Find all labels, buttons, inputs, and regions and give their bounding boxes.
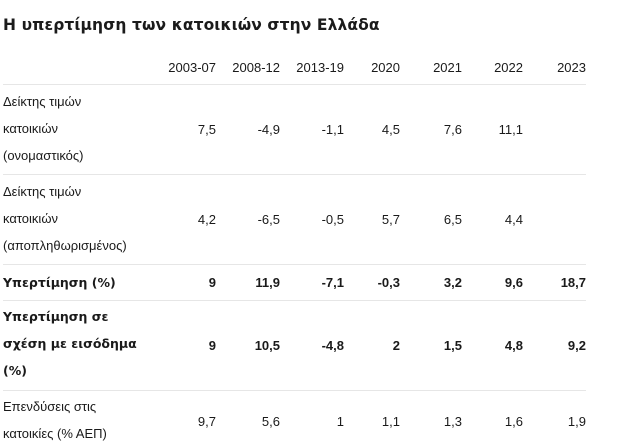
cell-value: 9,6 (462, 264, 523, 301)
cell-value: -4,8 (280, 300, 344, 391)
table-title: Η υπερτίμηση των κατοικιών στην Ελλάδα (3, 16, 380, 34)
cell-value: 1,6 (504, 414, 523, 429)
column-header-2021: 2021 (400, 50, 462, 85)
cell-value: 1 (336, 414, 344, 429)
cell-value: 18,7 (523, 264, 586, 301)
column-header-2023: 2023 (523, 50, 586, 85)
row-label: Δείκτης τιμών κατοικιών (ονομαστικός) (3, 84, 156, 175)
cell-value (523, 84, 586, 175)
cell-value: 11,1 (462, 84, 523, 175)
cell-value: 1,9 (567, 414, 586, 429)
cell-value: 1,5 (400, 300, 462, 391)
column-header-2022: 2022 (462, 50, 523, 85)
cell-value: 9 (156, 300, 216, 391)
cell-value: -1,1 (280, 84, 344, 175)
row-label-text: Υπερτίμηση (%) (3, 275, 116, 290)
row-label-text: Δείκτης τιμών κατοικιών (αποπληθωρισμένο… (3, 184, 127, 253)
cell-value: 9,2 (523, 300, 586, 391)
cell-value: -0,5 (280, 174, 344, 265)
cell-value: -6,5 (216, 174, 280, 265)
cell-value: 3,2 (400, 264, 462, 301)
cell-value: -0,3 (344, 264, 400, 301)
cell-value: -4,9 (216, 84, 280, 175)
cell-value: 4,2 (156, 174, 216, 265)
cell-value: 9,7 (197, 414, 216, 429)
cell-value: 1,3 (443, 414, 462, 429)
row-label: Υπερτίμηση (%) (3, 264, 156, 301)
cell-value: 2 (344, 300, 400, 391)
cell-value: 7,5 (156, 84, 216, 175)
row-label: Δείκτης τιμών κατοικιών (αποπληθωρισμένο… (3, 174, 156, 265)
housing-overvaluation-table: 2003-07 2008-12 2013-19 2020 2021 2022 2… (3, 50, 586, 441)
header-row: 2003-07 2008-12 2013-19 2020 2021 2022 2… (3, 50, 586, 85)
cell-value: 7,6 (400, 84, 462, 175)
column-header-2013-19: 2013-19 (280, 50, 344, 85)
column-header-label (3, 50, 156, 85)
cell-value: 6,5 (400, 174, 462, 265)
cell-value (523, 174, 586, 265)
column-header-2003-07: 2003-07 (156, 50, 216, 85)
cell-value: 4,8 (462, 300, 523, 391)
cell-value: 9 (156, 264, 216, 301)
cell-value: -7,1 (280, 264, 344, 301)
row-label-text: Επενδύσεις στις κατοικίες (% ΑΕΠ) (3, 399, 107, 441)
row-label-text: Υπερτίμηση σε σχέση με εισόδημα (%) (3, 309, 137, 378)
cell-value: 11,9 (216, 264, 280, 301)
row-label: Υπερτίμηση σε σχέση με εισόδημα (%) (3, 300, 156, 391)
table-row-overvaluation: Υπερτίμηση (%) 9 11,9 -7,1 -0,3 3,2 9,6 … (3, 264, 586, 301)
cell-value: 5,7 (344, 174, 400, 265)
row-label-text: Δείκτης τιμών κατοικιών (ονομαστικός) (3, 94, 84, 163)
table-row-housing-investment: Επενδύσεις στις κατοικίες (% ΑΕΠ) 9,7 5,… (3, 391, 586, 441)
table-row-overvaluation-vs-income: Υπερτίμηση σε σχέση με εισόδημα (%) 9 10… (3, 300, 586, 391)
table-row-nominal-price-index: Δείκτης τιμών κατοικιών (ονομαστικός) 7,… (3, 84, 586, 175)
cell-value: 5,6 (261, 414, 280, 429)
cell-value: 10,5 (216, 300, 280, 391)
cell-value: 1,1 (381, 414, 400, 429)
row-label: Επενδύσεις στις κατοικίες (% ΑΕΠ) (3, 391, 156, 441)
cell-value: 4,4 (462, 174, 523, 265)
table-row-real-price-index: Δείκτης τιμών κατοικιών (αποπληθωρισμένο… (3, 174, 586, 265)
cell-value: 4,5 (344, 84, 400, 175)
column-header-2020: 2020 (344, 50, 400, 85)
column-header-2008-12: 2008-12 (216, 50, 280, 85)
